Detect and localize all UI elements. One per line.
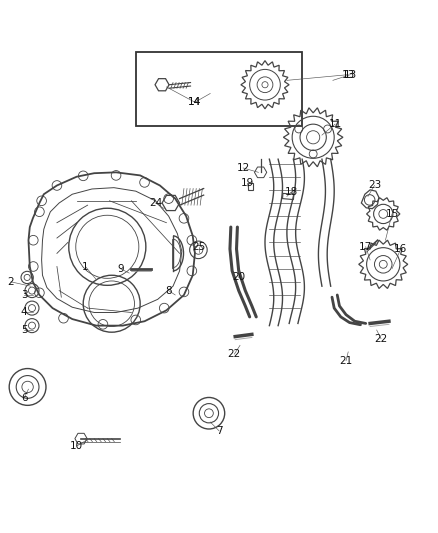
Text: 14: 14 [188, 97, 201, 107]
Text: 10: 10 [70, 441, 83, 451]
Text: 22: 22 [374, 334, 388, 344]
Text: 20: 20 [232, 272, 245, 282]
Text: 2: 2 [7, 277, 14, 287]
Text: 6: 6 [21, 393, 28, 403]
Text: 18: 18 [285, 187, 298, 197]
Text: 14: 14 [188, 97, 201, 107]
Text: 22: 22 [228, 349, 241, 359]
Bar [283, 193, 294, 199]
Text: 23: 23 [368, 181, 381, 190]
Bar [248, 183, 253, 190]
Text: 16: 16 [394, 244, 407, 254]
Text: 5: 5 [21, 325, 28, 335]
Text: 8: 8 [165, 286, 172, 296]
Text: 13: 13 [342, 70, 355, 79]
Text: 19: 19 [241, 178, 254, 188]
Text: 12: 12 [237, 163, 250, 173]
Text: 13: 13 [344, 70, 357, 79]
Text: 21: 21 [339, 356, 353, 366]
Text: 15: 15 [385, 209, 399, 219]
Text: 4: 4 [21, 308, 28, 318]
Text: 17: 17 [359, 242, 372, 252]
Text: 11: 11 [328, 119, 342, 129]
FancyBboxPatch shape [136, 52, 302, 126]
Text: 25: 25 [193, 242, 206, 252]
Text: 24: 24 [149, 198, 162, 208]
Text: 1: 1 [82, 262, 89, 271]
Text: 7: 7 [215, 426, 223, 436]
Text: 9: 9 [117, 264, 124, 273]
Text: 3: 3 [21, 290, 28, 300]
